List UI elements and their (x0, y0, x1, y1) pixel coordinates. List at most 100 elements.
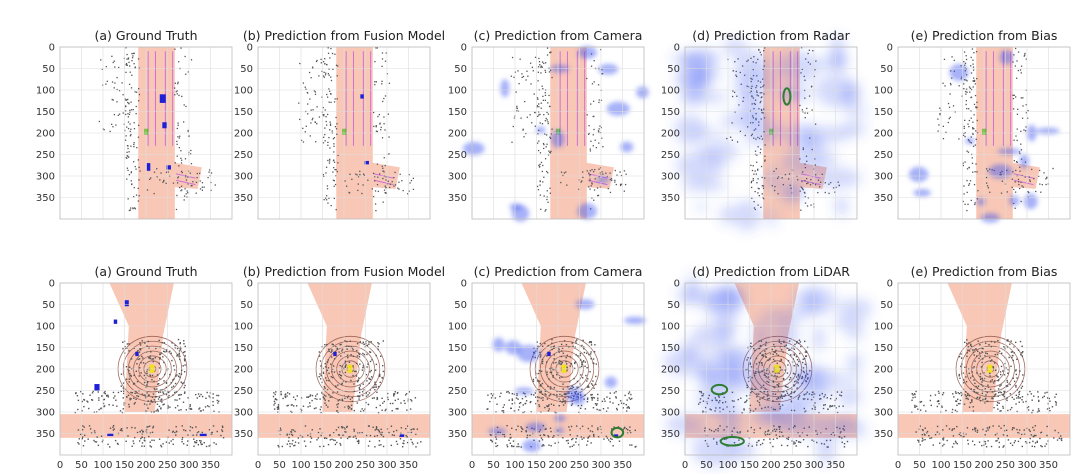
x-tick-label: 100 (505, 460, 524, 471)
y-tick-label: 150 (874, 343, 893, 354)
x-tick-label: 0 (57, 460, 63, 471)
lidar-points (510, 47, 627, 212)
y-tick-label: 350 (661, 193, 680, 204)
x-tick-labels: 0 50 100 150 200 250 300 350 (255, 460, 418, 471)
y-tick-label: 300 (36, 172, 55, 183)
panel-r1-c2: 0 50 100 150 200 250 300 350 (b) Prediction from… (234, 28, 445, 220)
y-tick-label: 250 (874, 386, 893, 397)
x-tick-label: 350 (201, 460, 220, 471)
x-tick-label: 150 (313, 460, 332, 471)
x-tick-label: 300 (377, 460, 396, 471)
axes: 0 50 100 150 200 250 300 3500501001502002503003… (234, 279, 431, 471)
axes: 0 50 100 150 200 250 300 3500501001502002503003… (448, 279, 645, 471)
y-tick-label: 100 (661, 322, 680, 333)
panel-title: (e) Prediction from Bias (911, 264, 1058, 279)
axes: 0 50 100 150 200 250 300 3500501001502002503003… (874, 279, 1071, 471)
highlight-ellipse (610, 426, 625, 439)
lane-line (587, 179, 608, 186)
x-tick-label: 150 (740, 460, 759, 471)
x-tick-label: 350 (1039, 460, 1058, 471)
panel-title: (c) Prediction from Camera (474, 28, 643, 43)
y-tick-label: 350 (874, 193, 893, 204)
x-tick-label: 150 (953, 460, 972, 471)
y-tick-label: 250 (234, 150, 253, 161)
x-tick-label: 100 (931, 460, 950, 471)
lidar-points (272, 340, 422, 448)
y-tick-label: 200 (874, 129, 893, 140)
y-tick-label: 0 (674, 43, 680, 54)
y-tick-label: 50 (454, 64, 467, 75)
y-tick-label: 300 (36, 408, 55, 419)
vehicle-box (364, 160, 369, 165)
drivable-intersection (138, 156, 202, 189)
y-tick-label: 100 (234, 86, 253, 97)
axes: 0 50 100 150 200 250 300 350 (448, 43, 645, 220)
x-tick-label: 350 (826, 460, 845, 471)
y-tick-label: 300 (234, 172, 253, 183)
vehicle-box (199, 433, 207, 437)
highlight-ellipse (719, 435, 745, 447)
y-tick-label: 100 (874, 86, 893, 97)
y-tick-label: 100 (234, 322, 253, 333)
panel-r2-c3: 0 50 100 150 200 250 300 3500501001502002503003… (448, 264, 646, 471)
y-tick-label: 50 (454, 300, 467, 311)
vehicle-box (166, 165, 171, 170)
y-tick-label: 100 (36, 86, 55, 97)
axes: 0 50 100 150 200 250 300 350 (234, 43, 431, 220)
y-tick-label: 0 (49, 279, 55, 290)
x-tick-label: 50 (913, 460, 926, 471)
y-tick-label: 250 (448, 150, 467, 161)
y-tick-label: 200 (36, 129, 55, 140)
y-tick-label: 200 (448, 365, 467, 376)
highlight-ellipse (710, 383, 729, 396)
vehicle-box (113, 319, 118, 324)
vehicle-box (613, 434, 619, 437)
y-tick-label: 0 (247, 279, 253, 290)
x-tick-label: 200 (136, 460, 155, 471)
x-tick-label: 250 (996, 460, 1015, 471)
y-tick-label: 150 (36, 107, 55, 118)
vehicle-box (547, 351, 551, 357)
y-tick-label: 150 (234, 343, 253, 354)
x-tick-label: 50 (700, 460, 713, 471)
vehicle-box (159, 94, 166, 103)
vehicle-box (162, 122, 167, 129)
y-tick-label: 0 (461, 279, 467, 290)
vehicle-box (146, 163, 151, 171)
lidar-points (98, 47, 216, 212)
drivable-intersection (336, 156, 400, 189)
y-tick-label: 350 (448, 193, 467, 204)
x-tick-label: 300 (591, 460, 610, 471)
y-tick-label: 150 (661, 343, 680, 354)
y-tick-label: 150 (36, 343, 55, 354)
y-tick-label: 350 (661, 429, 680, 440)
highlight-ellipse (782, 87, 792, 106)
x-tick-label: 350 (613, 460, 632, 471)
vehicle-box (107, 433, 114, 437)
y-tick-label: 250 (448, 386, 467, 397)
y-tick-label: 50 (240, 64, 253, 75)
panel-r1-c1: 0 50 100 150 200 250 300 350 (a) Ground Truth (36, 28, 233, 220)
panel-r2-c1: 0 50 100 150 200 250 300 3500501001502002503003… (36, 264, 233, 471)
vehicle-box (124, 300, 129, 307)
y-tick-label: 200 (234, 129, 253, 140)
x-tick-label: 300 (804, 460, 823, 471)
y-tick-label: 200 (661, 129, 680, 140)
axes: 0 50 100 150 200 250 300 3500501001502002503003… (661, 279, 858, 471)
y-tick-labels: 0 50 100 150 200 250 300 350 (448, 43, 467, 205)
y-tick-labels: 0 50 100 150 200 250 300 350 (661, 43, 680, 205)
y-tick-labels: 0 50 100 150 200 250 300 350 (874, 43, 893, 205)
y-tick-label: 300 (874, 408, 893, 419)
lidar-points (911, 339, 1063, 448)
plot-frame (257, 282, 431, 456)
lane-line (175, 179, 196, 186)
y-tick-label: 150 (448, 343, 467, 354)
y-tick-labels: 0 50 100 150 200 250 300 350 (448, 279, 467, 441)
axes: 0 50 100 150 200 250 300 350 (36, 43, 233, 220)
y-tick-label: 100 (448, 86, 467, 97)
y-tick-label: 350 (36, 193, 55, 204)
panel-title: (b) Prediction from Fusion Model (243, 264, 445, 279)
prediction-heat (488, 299, 646, 453)
